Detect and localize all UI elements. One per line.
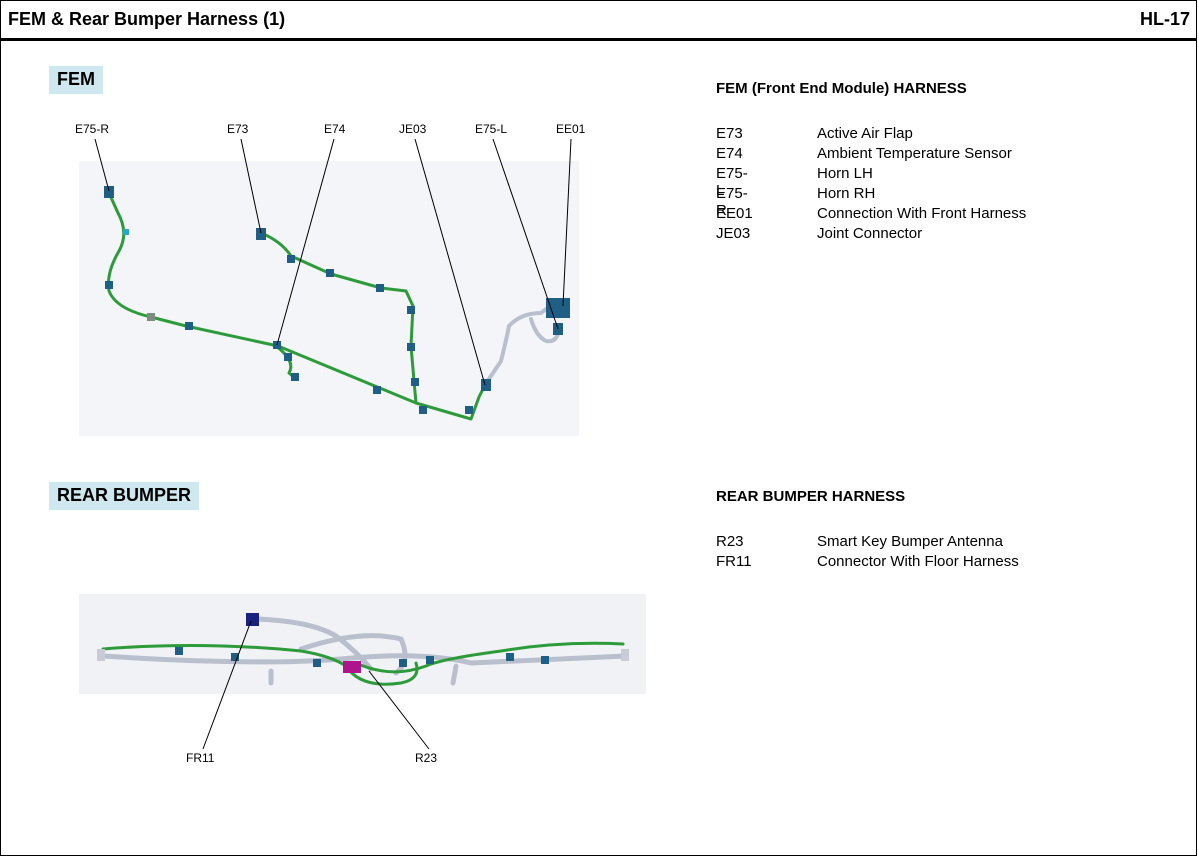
header-bar: FEM & Rear Bumper Harness (1) HL-17: [1, 1, 1196, 41]
fem-leader-lines: [94, 138, 572, 386]
legend-code: R23: [716, 533, 744, 550]
connector-r23: [343, 661, 361, 673]
callout-je03: JE03: [399, 122, 427, 136]
legend-desc: Horn RH: [817, 185, 876, 202]
rear-harness-green: [101, 641, 625, 686]
page-code: HL-17: [1139, 9, 1190, 29]
callout-r23: R23: [415, 751, 438, 765]
connector-e73: [256, 228, 266, 240]
callout-e75-l: E75-L: [475, 122, 508, 136]
legend-desc: Smart Key Bumper Antenna: [817, 533, 1003, 550]
legend-code: FR11: [716, 553, 752, 570]
legend-desc: Joint Connector: [817, 225, 923, 242]
callout-ee01: EE01: [556, 122, 586, 136]
rear-section-label: REAR BUMPER: [49, 482, 200, 510]
callout-e73: E73: [227, 122, 249, 136]
connector-e75-r: [104, 186, 114, 198]
page-title: FEM & Rear Bumper Harness (1): [8, 9, 286, 29]
legend-code: EE01: [716, 205, 753, 222]
legend-code: JE03: [716, 225, 751, 242]
connector-fr11: [246, 613, 259, 626]
fem-section-label: FEM: [49, 66, 103, 94]
legend-code: E75-L: [716, 165, 748, 199]
fem-harness-gray: [483, 302, 561, 387]
rear-end-cap: [97, 649, 105, 661]
legend-desc: Horn LH: [817, 165, 873, 182]
callout-e75-r: E75-R: [75, 122, 110, 136]
fem-clip: [123, 229, 129, 235]
rear-connectors: [175, 647, 549, 667]
legend-desc: Connector With Floor Harness: [817, 553, 1019, 570]
legend-desc: Connection With Front Harness: [817, 205, 1027, 222]
rear-end-cap: [621, 649, 629, 661]
callout-e74: E74: [324, 122, 346, 136]
legend-desc: Ambient Temperature Sensor: [817, 145, 1012, 162]
callout-fr11: FR11: [186, 751, 215, 765]
legend-code: E75-R: [716, 185, 748, 219]
legend-desc: Active Air Flap: [817, 125, 913, 142]
rear-legend-title: REAR BUMPER HARNESS: [716, 488, 906, 505]
legend-code: E74: [716, 145, 743, 162]
connector-je03: [481, 379, 491, 391]
connector-ee01: [546, 298, 570, 318]
fem-legend-title: FEM (Front End Module) HARNESS: [716, 80, 967, 97]
fem-clip: [147, 313, 155, 321]
legend-code: E73: [716, 125, 743, 142]
rear-leader-lines: [202, 620, 430, 750]
fem-diagram-background: [79, 161, 579, 436]
